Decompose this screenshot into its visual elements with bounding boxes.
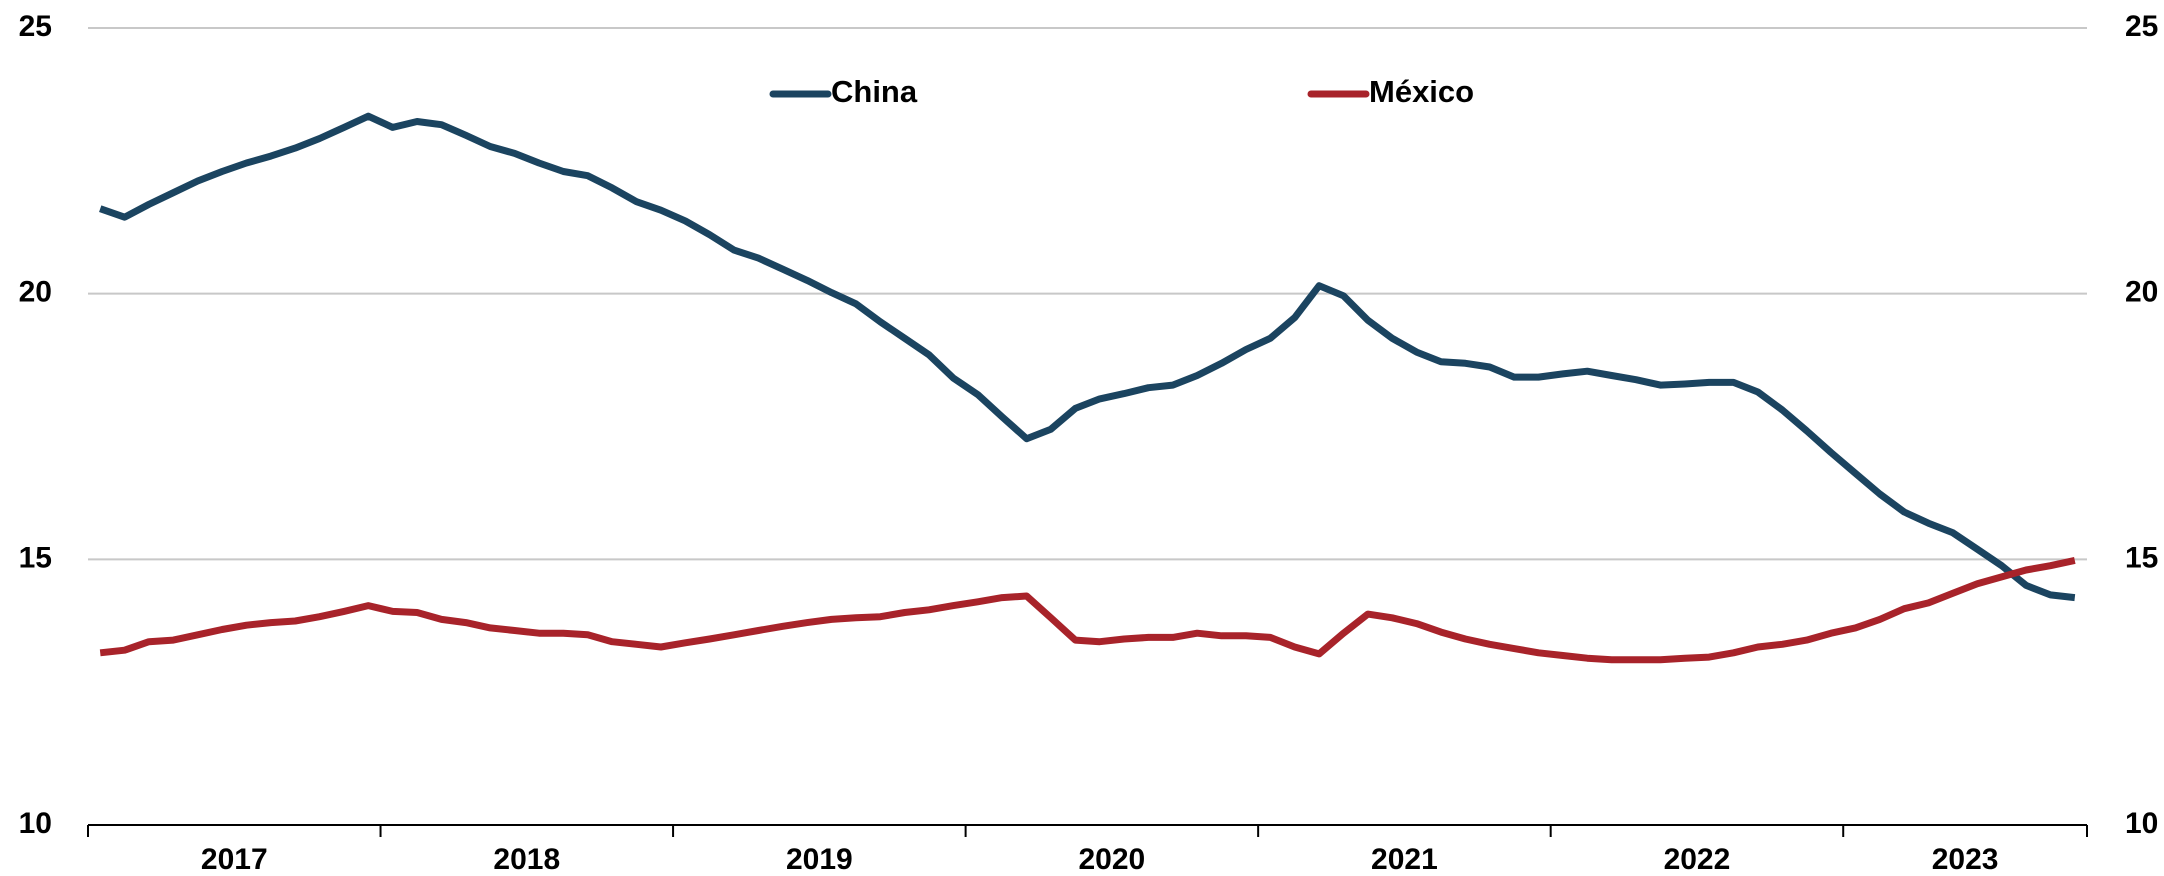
x-tick-label: 2020: [1079, 843, 1146, 876]
y2-tick-label: 20: [2125, 276, 2158, 309]
y-tick-label: 10: [19, 807, 52, 840]
legend-label: China: [831, 74, 918, 109]
x-tick-label: 2022: [1664, 843, 1731, 876]
x-tick-label: 2019: [786, 843, 853, 876]
y-tick-label: 15: [19, 541, 52, 574]
series-line: [99, 112, 2076, 602]
y-tick-label: 25: [19, 10, 52, 43]
x-tick-label: 2021: [1371, 843, 1438, 876]
y2-tick-label: 10: [2125, 807, 2158, 840]
y2-tick-label: 25: [2125, 10, 2158, 43]
y2-tick-label: 15: [2125, 541, 2158, 574]
y-tick-label: 20: [19, 276, 52, 309]
x-tick-label: 2023: [1932, 843, 1999, 876]
legend-label: México: [1369, 74, 1474, 109]
series-line: [99, 556, 2076, 664]
x-tick-label: 2018: [493, 843, 560, 876]
x-tick-label: 2017: [201, 843, 268, 876]
